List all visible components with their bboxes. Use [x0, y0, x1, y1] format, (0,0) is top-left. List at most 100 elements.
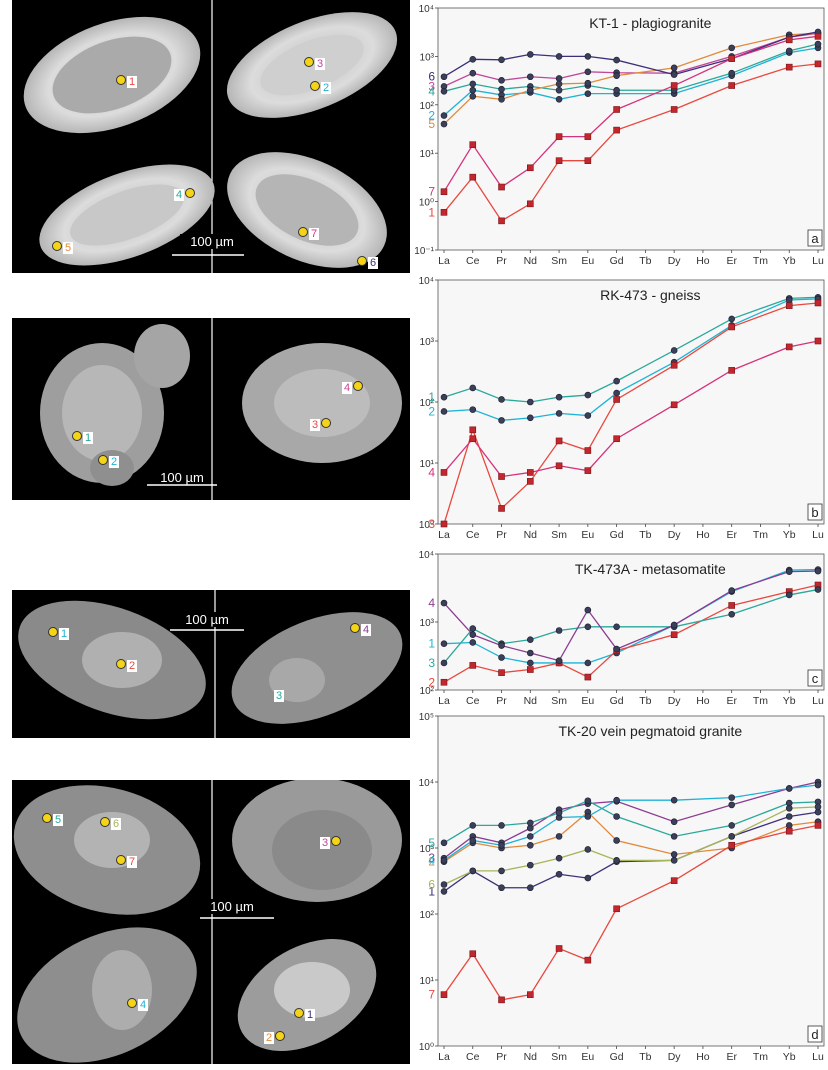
- data-point: [584, 874, 592, 882]
- x-tick-label: Tb: [639, 529, 651, 541]
- spot-1: 1: [294, 1005, 316, 1023]
- data-point: [728, 82, 735, 89]
- data-point: [613, 905, 620, 913]
- scale-bar-label: 100 µm: [160, 470, 204, 485]
- x-tick-label: Nd: [524, 695, 538, 707]
- data-point: [728, 367, 735, 374]
- data-point: [670, 631, 678, 639]
- data-point: [555, 657, 563, 664]
- micrograph-panel-a: 100 µm 1 3 2 4 5 7 6: [12, 0, 410, 273]
- x-tick-label: Ce: [466, 1051, 480, 1063]
- x-tick-label: Dy: [668, 255, 682, 267]
- data-point: [527, 884, 534, 892]
- data-point: [785, 827, 793, 835]
- data-point: [728, 44, 735, 52]
- data-point: [584, 53, 592, 60]
- x-tick-label: Yb: [783, 255, 796, 267]
- data-point: [613, 857, 620, 864]
- data-point: [613, 389, 620, 397]
- plot-area: [437, 715, 825, 1047]
- series-label-3: 3: [428, 656, 435, 670]
- data-point: [440, 640, 448, 647]
- chart-a: 10⁻¹ 10⁰ 10¹ 10² 10³ 10⁴ La Ce Pr Nd Sm Eu Gd Tb Dy Ho E…: [414, 0, 828, 272]
- data-point: [555, 80, 563, 88]
- data-point: [584, 133, 592, 140]
- y-tick-label: 10⁰: [419, 198, 434, 209]
- x-tick-label: Gd: [610, 255, 624, 267]
- data-point: [785, 343, 793, 351]
- data-point: [584, 659, 592, 667]
- x-tick-label: Ho: [696, 1051, 710, 1063]
- data-point: [555, 854, 563, 862]
- x-tick-label: Eu: [581, 529, 594, 541]
- series-label-4: 4: [428, 84, 435, 98]
- series-label-4: 4: [428, 596, 435, 610]
- series-label-6: 6: [428, 877, 435, 891]
- spot-3: 3: [320, 833, 342, 851]
- data-point: [469, 69, 477, 77]
- data-point: [728, 69, 735, 77]
- data-point: [785, 785, 793, 792]
- data-point: [440, 469, 448, 476]
- data-point: [440, 73, 448, 81]
- data-point: [527, 469, 534, 476]
- data-point: [785, 47, 793, 55]
- data-point: [498, 95, 505, 103]
- y-tick-label: 10⁴: [419, 550, 434, 561]
- micrograph-panel-b: 100 µm 1 2 3 4: [12, 318, 410, 500]
- data-point: [785, 302, 793, 309]
- x-tick-label: Tm: [753, 695, 768, 707]
- panel-letter: c: [812, 671, 819, 686]
- data-point: [555, 75, 563, 82]
- data-point: [728, 315, 735, 323]
- data-point: [469, 435, 477, 443]
- panel-letter: d: [811, 1027, 818, 1042]
- data-point: [785, 822, 793, 829]
- data-point: [469, 639, 477, 646]
- x-tick-label: Dy: [668, 1051, 682, 1063]
- spot-5: 5: [52, 238, 74, 256]
- x-tick-label: Gd: [610, 1051, 624, 1063]
- ree-chart-kt1: 10⁻¹ 10⁰ 10¹ 10² 10³ 10⁴ La Ce Pr Nd Sm Eu Gd Tb Dy Ho E…: [414, 4, 825, 267]
- data-point: [670, 796, 678, 804]
- data-point: [584, 606, 592, 614]
- x-tick-label: Pr: [496, 255, 507, 267]
- x-tick-label: Yb: [783, 529, 796, 541]
- series-label-6: 6: [428, 70, 435, 84]
- data-point: [469, 662, 477, 669]
- series-label-2: 2: [428, 404, 435, 418]
- data-point: [670, 347, 678, 354]
- data-point: [814, 40, 822, 48]
- chart-title: KT-1 - plagiogranite: [589, 15, 711, 31]
- x-tick-label: Eu: [581, 695, 594, 707]
- data-point: [584, 797, 592, 805]
- micrograph-panel-d: 100 µm 5 6 7 3 4 1 2: [12, 780, 410, 1064]
- data-point: [527, 398, 534, 406]
- data-point: [440, 188, 448, 196]
- data-point: [440, 659, 448, 667]
- data-point: [814, 33, 822, 40]
- data-point: [584, 813, 592, 820]
- data-point: [785, 813, 793, 820]
- chart-c: 10² 10³ 10⁴ La Ce Pr Nd Sm Eu Gd Tb Dy Ho Er Tm Yb Lu TK-…: [414, 548, 828, 708]
- data-point: [785, 568, 793, 575]
- plot-area: [437, 279, 825, 525]
- data-point: [670, 818, 678, 826]
- data-point: [498, 867, 505, 875]
- x-tick-label: La: [438, 255, 450, 267]
- x-tick-label: Lu: [812, 529, 824, 541]
- data-point: [440, 678, 448, 686]
- data-point: [584, 447, 592, 454]
- data-point: [527, 991, 534, 998]
- y-tick-label: 10²: [420, 101, 435, 112]
- x-tick-label: Eu: [581, 255, 594, 267]
- data-point: [814, 299, 822, 307]
- y-tick-label: 10³: [420, 618, 435, 629]
- data-point: [613, 837, 620, 844]
- data-point: [613, 86, 620, 94]
- x-tick-label: Lu: [812, 255, 824, 267]
- data-point: [555, 157, 563, 164]
- data-point: [670, 64, 678, 72]
- data-point: [498, 642, 505, 649]
- y-tick-label: 10¹: [420, 149, 435, 160]
